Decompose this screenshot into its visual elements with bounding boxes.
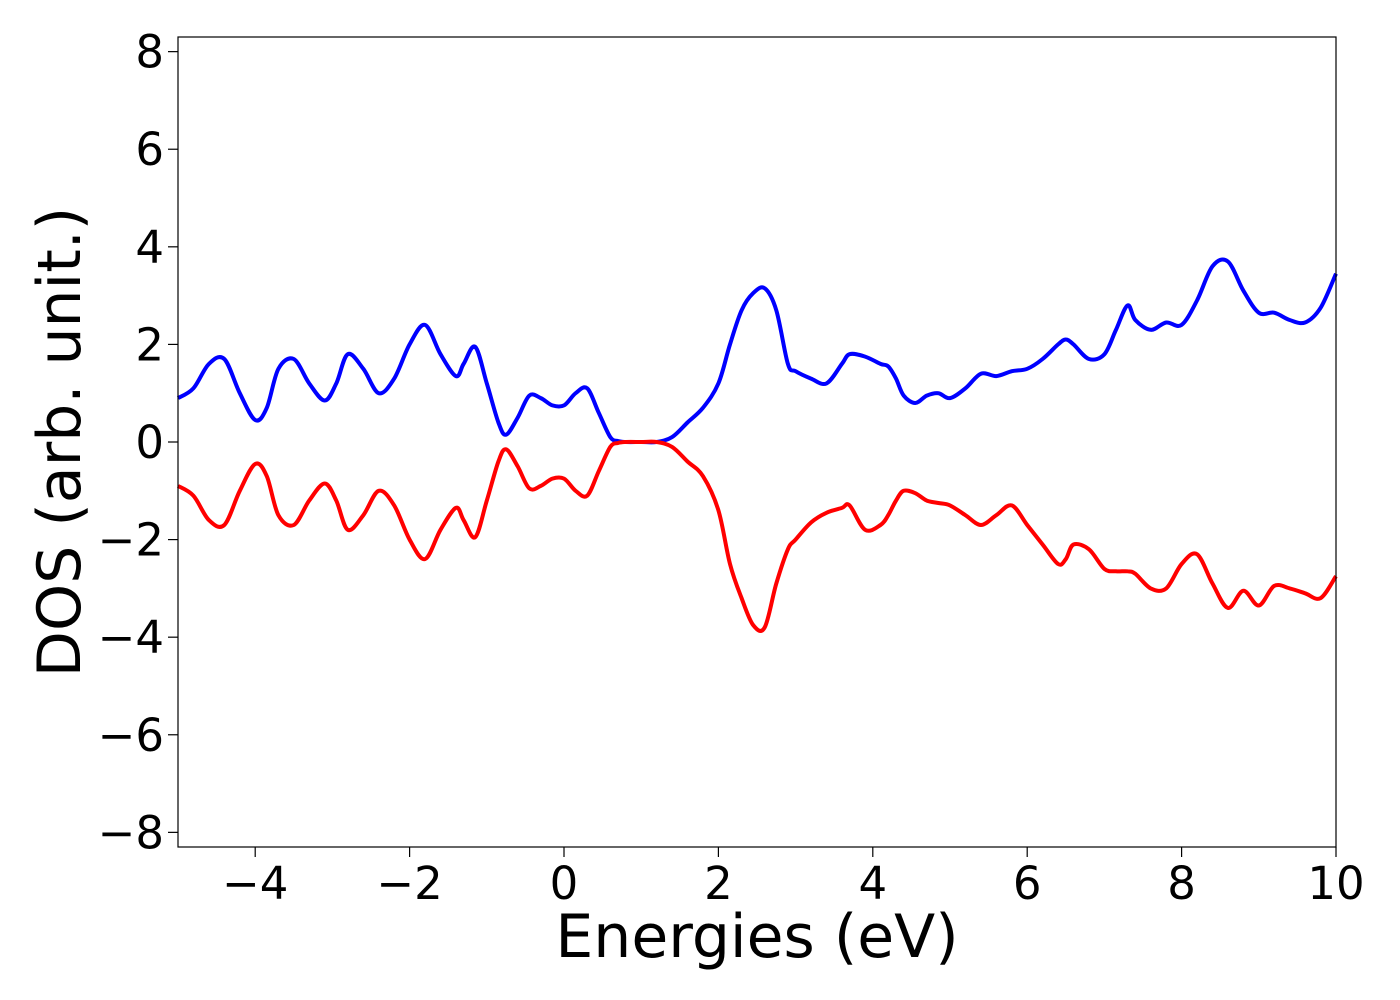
x-tick-label: 10 [1307,857,1364,910]
spin-up-line [176,257,1338,445]
y-tick-label: −4 [98,611,164,664]
x-tick-label: 6 [1013,857,1042,910]
x-axis-title: Energies (eV) [555,902,958,972]
x-tick-label: 0 [550,857,579,910]
x-axis-ticks: −4 −2 0 2 4 6 8 10 [222,847,1365,910]
y-tick-label: 0 [135,416,164,469]
x-tick-label: 4 [858,857,887,910]
x-tick-label: 2 [704,857,733,910]
y-tick-label: 4 [135,221,164,274]
y-tick-label: 8 [135,26,164,79]
y-tick-label: 2 [135,318,164,371]
series-layer [176,257,1338,633]
x-tick-label: −2 [376,857,442,910]
x-tick-label: −4 [222,857,288,910]
y-tick-label: 6 [135,123,164,176]
y-axis-title: DOS (arb. unit.) [25,207,95,677]
y-axis-ticks: 8 6 4 2 0 −2 −4 −6 −8 [98,26,178,859]
y-tick-label: −2 [98,514,164,567]
y-tick-label: −6 [98,709,164,762]
spin-down-line [176,439,1338,633]
y-tick-label: −8 [98,806,164,859]
x-tick-label: 8 [1167,857,1196,910]
plot-frame [177,36,1337,848]
